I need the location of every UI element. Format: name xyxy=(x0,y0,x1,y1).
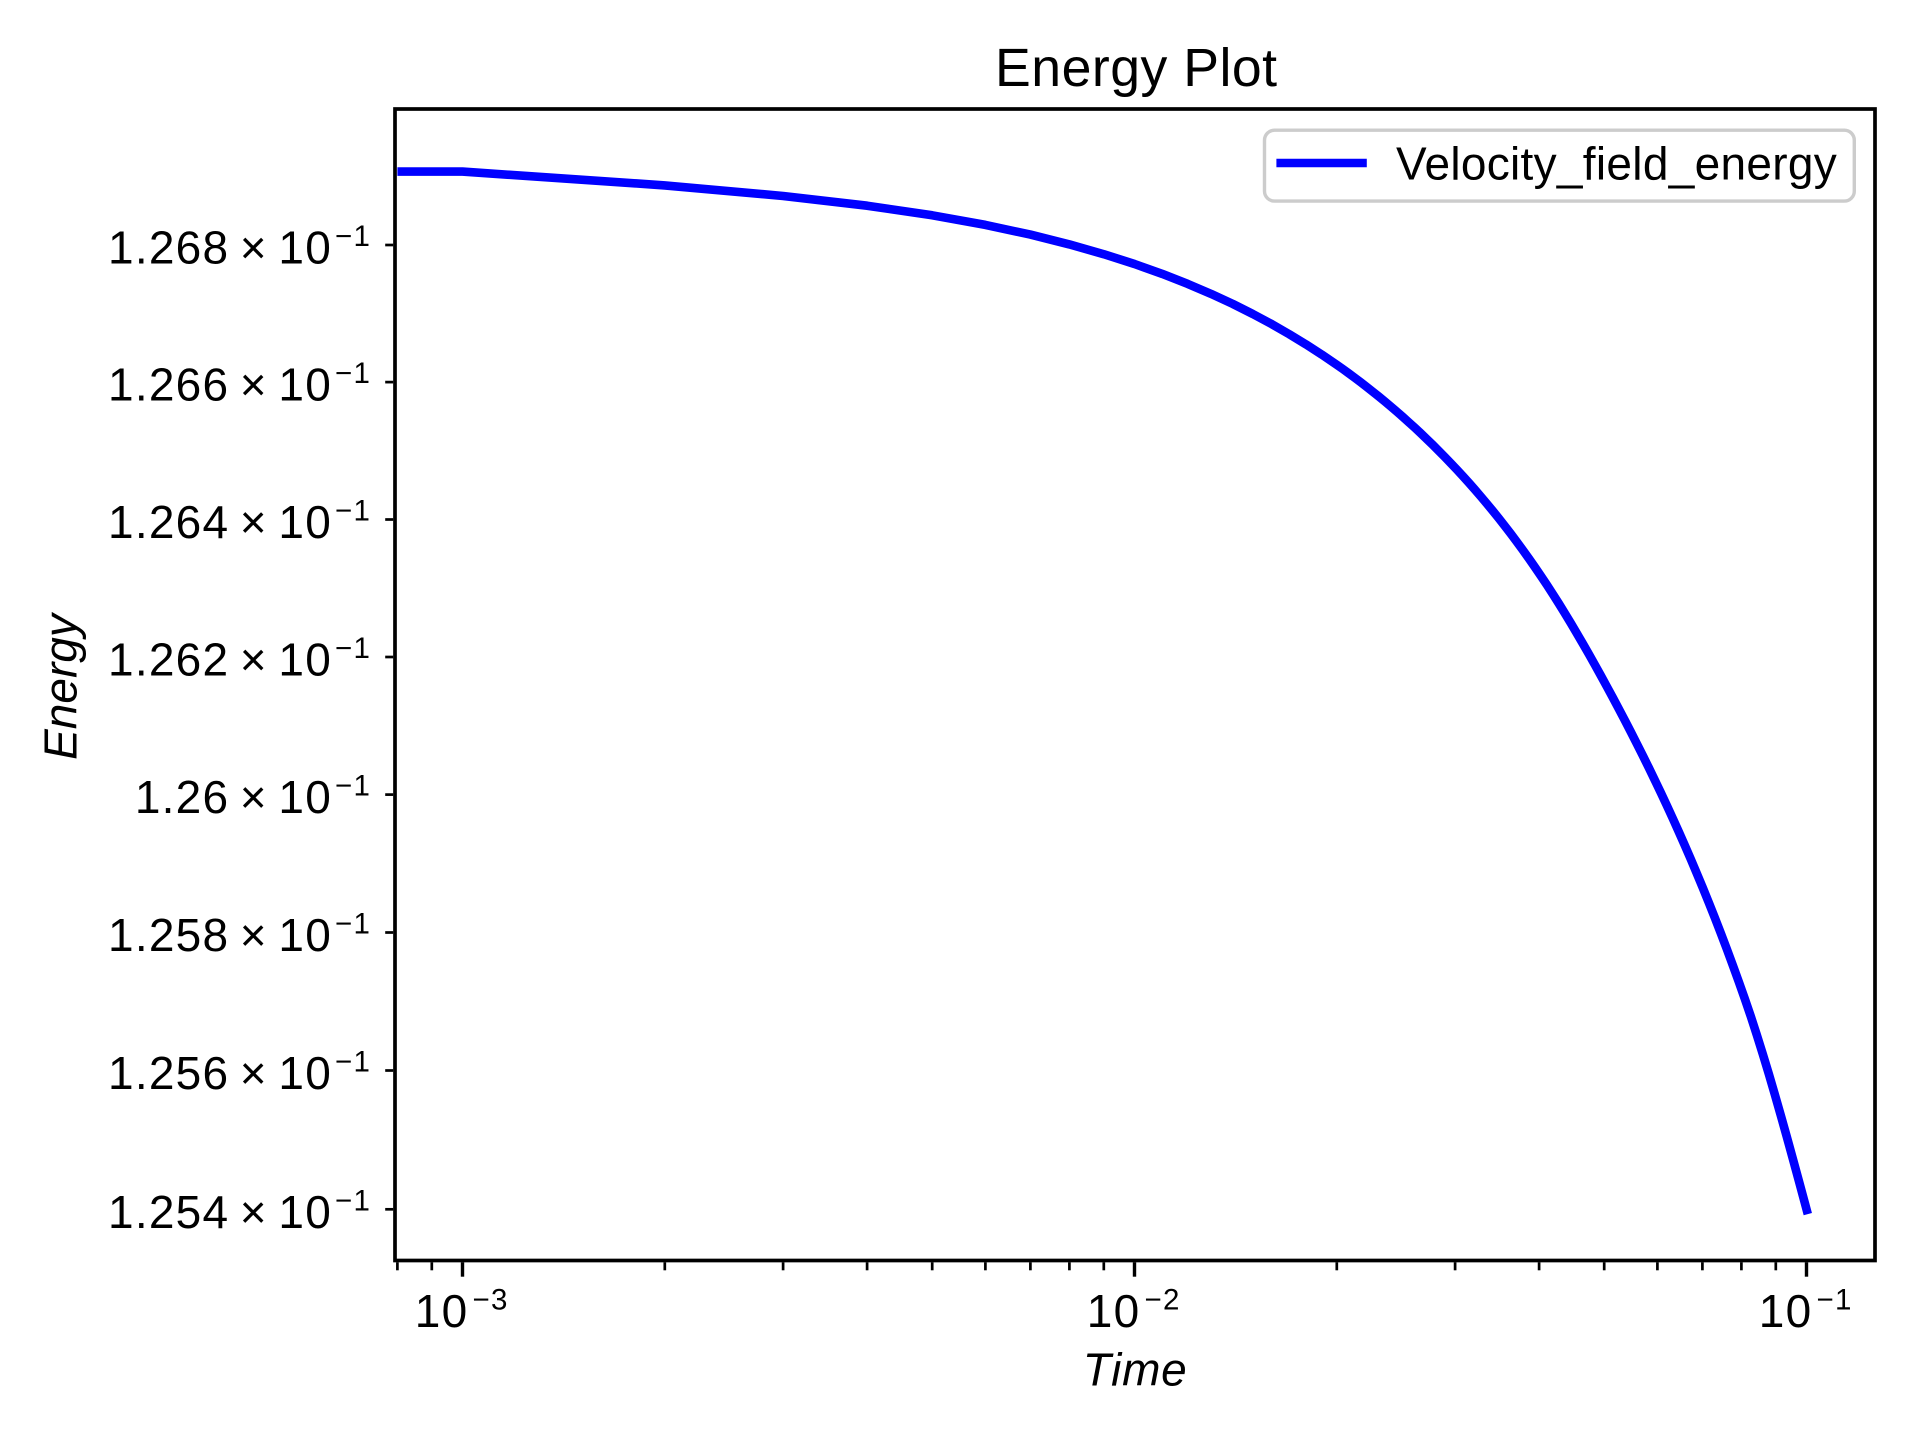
svg-text:1.264 × 10−1: 1.264 × 10 −1 xyxy=(108,495,371,549)
svg-text:1.26 × 10−1: 1.26 × 10 −1 xyxy=(135,770,371,824)
svg-text:1.268 × 10−1: 1.268 × 10 −1 xyxy=(108,220,371,274)
svg-text:1.262 × 10−1: 1.262 × 10 −1 xyxy=(108,632,371,686)
svg-text:1.258 × 10−1: 1.258 × 10 −1 xyxy=(108,908,371,962)
svg-text:Energy Plot: Energy Plot xyxy=(995,38,1278,98)
svg-text:1.254 × 10−1: 1.254 × 10 −1 xyxy=(108,1184,371,1238)
svg-text:Energy: Energy xyxy=(34,611,86,760)
svg-text:1.266 × 10−1: 1.266 × 10 −1 xyxy=(108,357,371,411)
svg-text:Time: Time xyxy=(1083,1343,1188,1395)
svg-text:Velocity_field_energy: Velocity_field_energy xyxy=(1396,138,1837,190)
svg-text:1.256 × 10−1: 1.256 × 10 −1 xyxy=(108,1046,371,1100)
